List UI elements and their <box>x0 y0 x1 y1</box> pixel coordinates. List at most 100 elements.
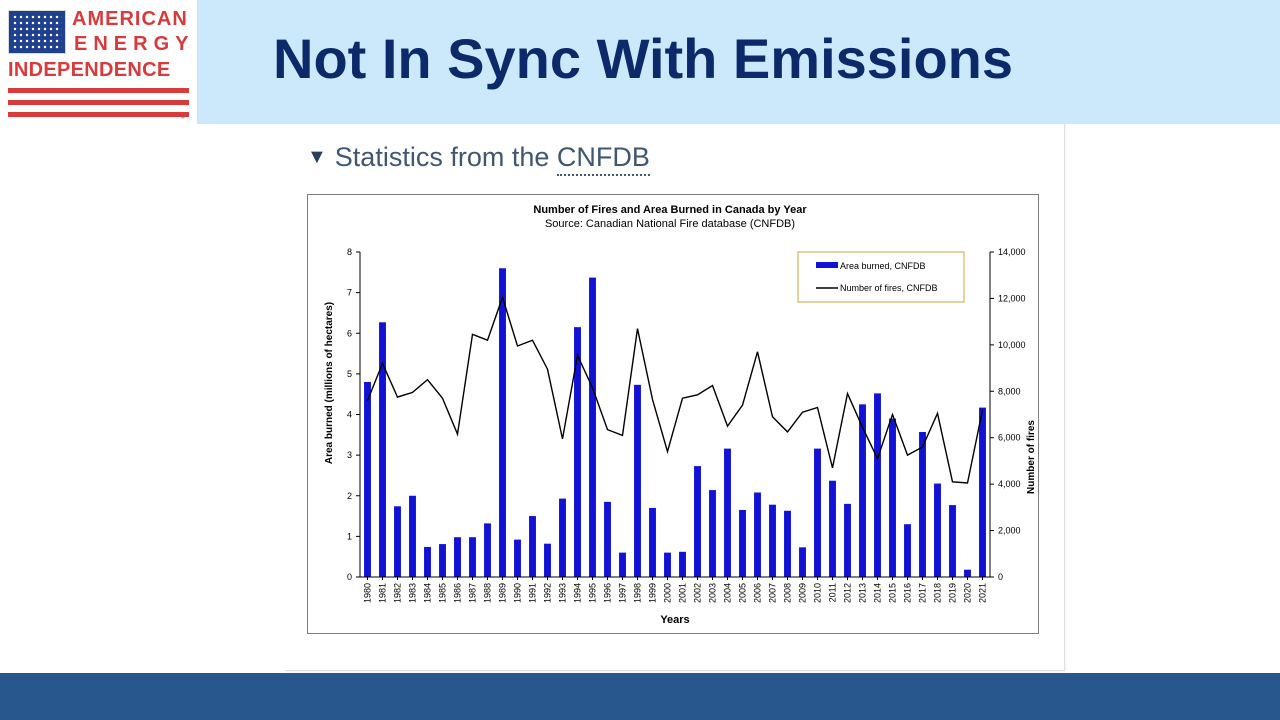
x-tick-label: 2007 <box>768 583 778 603</box>
x-tick-label: 2017 <box>918 583 928 603</box>
y2-axis-label: Number of fires <box>1026 420 1037 494</box>
bar <box>949 505 956 577</box>
x-tick-label: 1983 <box>408 583 418 603</box>
logo-word-american: AMERICAN <box>72 8 188 30</box>
x-tick-label: 1980 <box>363 583 373 603</box>
y2-tick-label: 4,000 <box>998 479 1021 489</box>
bar <box>409 495 416 577</box>
bar <box>469 537 476 577</box>
x-tick-label: 1991 <box>528 583 538 603</box>
header: AMERICAN ENERGY INDEPENDENCE ™ Not In Sy… <box>0 0 1280 124</box>
bar <box>814 448 821 577</box>
x-tick-label: 1996 <box>603 583 613 603</box>
bar <box>904 524 911 577</box>
bar <box>829 480 836 577</box>
bar <box>889 418 896 577</box>
y-tick-label: 4 <box>347 410 352 420</box>
x-tick-label: 2018 <box>933 583 943 603</box>
bar <box>649 507 656 577</box>
x-tick-label: 2002 <box>693 583 703 603</box>
x-tick-label: 1998 <box>633 583 643 603</box>
cnfdb-link[interactable]: CNFDB <box>556 142 650 176</box>
logo-word-energy: ENERGY <box>74 33 195 55</box>
x-tick-label: 1993 <box>558 583 568 603</box>
y-tick-label: 7 <box>347 288 352 298</box>
bar <box>634 384 641 577</box>
bar <box>439 544 446 577</box>
bar <box>544 543 551 577</box>
x-tick-label: 1987 <box>468 583 478 603</box>
x-tick-label: 1994 <box>573 583 583 603</box>
y2-tick-label: 0 <box>998 572 1003 582</box>
header-band <box>197 0 1280 124</box>
x-tick-label: 2015 <box>888 583 898 603</box>
bar <box>589 277 596 577</box>
page-title: Not In Sync With Emissions <box>273 27 1014 90</box>
bar <box>979 407 986 577</box>
bar <box>499 268 506 577</box>
x-tick-label: 2004 <box>723 583 733 603</box>
x-tick-label: 2000 <box>663 583 673 603</box>
y2-tick-label: 10,000 <box>998 340 1026 350</box>
logo-stripe <box>8 112 189 117</box>
x-tick-label: 1992 <box>543 583 553 603</box>
y-tick-label: 8 <box>347 247 352 257</box>
x-tick-label: 2016 <box>903 583 913 603</box>
bar <box>529 516 536 577</box>
section-heading: ▼ Statistics from the CNFDB <box>307 142 650 176</box>
logo-stripe <box>8 88 189 93</box>
logo-trademark: ™ <box>180 116 185 122</box>
bar <box>664 552 671 577</box>
bar <box>424 546 431 577</box>
bar <box>769 504 776 577</box>
x-tick-label: 1990 <box>513 583 523 603</box>
bar <box>454 537 461 577</box>
x-tick-label: 2019 <box>948 583 958 603</box>
bar <box>874 393 881 577</box>
y2-tick-label: 6,000 <box>998 433 1021 443</box>
logo-word-independence: INDEPENDENCE <box>8 59 171 81</box>
x-tick-label: 1982 <box>393 583 403 603</box>
bar <box>574 327 581 577</box>
x-tick-label: 2010 <box>813 583 823 603</box>
fires-line-path <box>366 295 984 484</box>
x-tick-label: 2014 <box>873 583 883 603</box>
x-tick-label: 2003 <box>708 583 718 603</box>
bar <box>964 569 971 577</box>
bar <box>514 539 521 577</box>
x-tick-label: 1999 <box>648 583 658 603</box>
bar <box>604 501 611 577</box>
x-tick-label: 2020 <box>963 583 973 603</box>
y-axis-label: Area burned (millions of hectares) <box>324 302 335 464</box>
bar <box>379 322 386 577</box>
bar-series <box>364 268 986 577</box>
legend-label-fires: Number of fires, CNFDB <box>840 283 938 293</box>
x-tick-label: 2011 <box>828 583 838 602</box>
bar <box>754 492 761 577</box>
content-card: ▼ Statistics from the CNFDB Number of Fir… <box>285 124 1065 671</box>
y2-tick-label: 12,000 <box>998 293 1026 303</box>
x-tick-label: 2013 <box>858 583 868 603</box>
chart-subtitle: Source: Canadian National Fire database … <box>545 218 795 230</box>
brand-logo: AMERICAN ENERGY INDEPENDENCE ™ <box>8 8 190 122</box>
x-tick-label: 2008 <box>783 583 793 603</box>
bar <box>559 498 566 577</box>
bar <box>394 506 401 577</box>
bar <box>784 510 791 577</box>
bar <box>739 509 746 577</box>
x-tick-label: 1988 <box>483 583 493 603</box>
x-tick-label: 1984 <box>423 583 433 603</box>
x-tick-label: 1997 <box>618 583 628 603</box>
legend-label-area: Area burned, CNFDB <box>840 261 926 271</box>
bar <box>799 547 806 577</box>
x-tick-label: 1995 <box>588 583 598 603</box>
line-series <box>366 295 984 484</box>
y2-tick-label: 14,000 <box>998 247 1026 257</box>
x-tick-label: 2005 <box>738 583 748 603</box>
x-tick-label: 2012 <box>843 583 853 603</box>
x-tick-label: 1986 <box>453 583 463 603</box>
legend-bar-swatch <box>816 262 838 268</box>
y2-tick-label: 8,000 <box>998 386 1021 396</box>
collapse-triangle-icon[interactable]: ▼ <box>307 146 327 168</box>
